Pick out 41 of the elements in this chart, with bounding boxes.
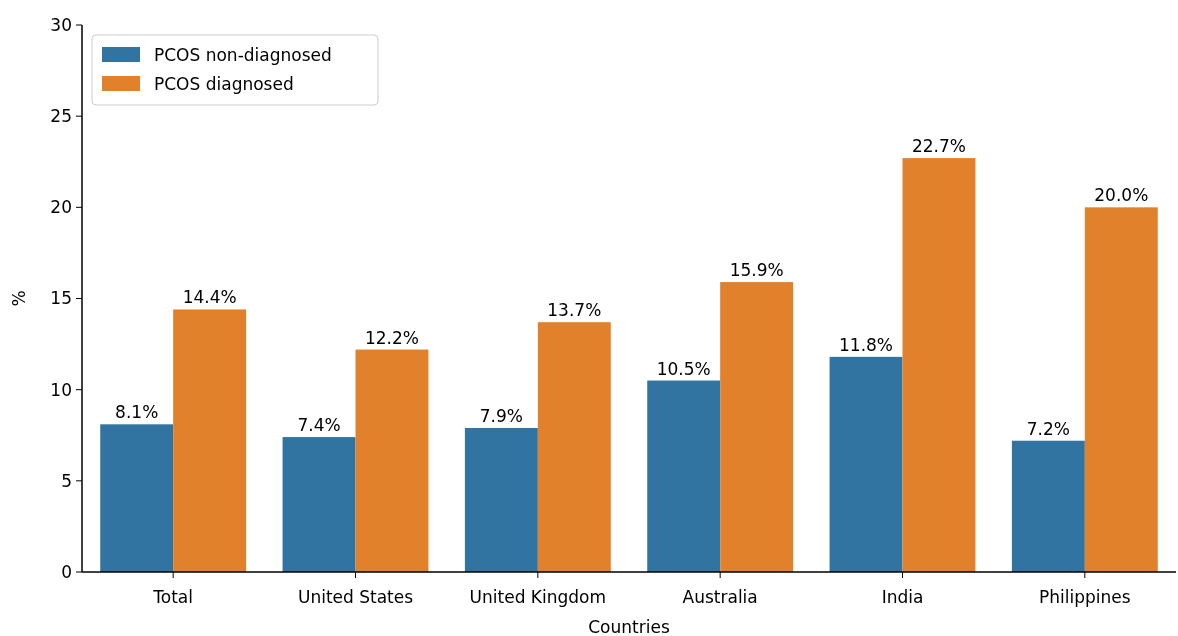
data-label: 7.9%	[479, 405, 523, 426]
bar	[537, 322, 611, 572]
y-tick-label: 30	[50, 14, 72, 35]
legend-label: PCOS non-diagnosed	[154, 44, 332, 65]
bar	[464, 427, 538, 572]
y-tick-label: 0	[61, 561, 72, 582]
data-label: 20.0%	[1094, 185, 1149, 206]
data-label: 11.8%	[839, 334, 894, 355]
x-tick-label: United Kingdom	[469, 587, 607, 607]
data-label: 14.4%	[182, 287, 237, 308]
data-label: 10.5%	[656, 358, 711, 379]
x-tick-label: India	[881, 587, 924, 607]
legend-label: PCOS diagnosed	[154, 73, 294, 94]
x-tick-label: United States	[297, 587, 414, 607]
x-tick-label: Australia	[682, 587, 758, 607]
y-tick-label: 20	[50, 197, 72, 218]
bar	[173, 309, 247, 572]
x-tick-label: Total	[152, 587, 194, 607]
data-label: 15.9%	[729, 260, 784, 281]
bar	[100, 424, 174, 572]
bar	[282, 437, 356, 572]
x-tick-label: Philippines	[1039, 587, 1131, 607]
y-tick-label: 15	[50, 288, 72, 309]
data-label: 12.2%	[364, 327, 419, 348]
bar	[720, 282, 794, 572]
data-label: 7.2%	[1026, 418, 1070, 439]
data-label: 13.7%	[547, 300, 602, 321]
data-label: 8.1%	[115, 402, 159, 423]
bar	[1084, 207, 1158, 572]
bar	[355, 349, 429, 572]
x-axis-title: Countries	[588, 617, 670, 636]
data-label: 7.4%	[297, 415, 341, 436]
bar	[902, 158, 976, 572]
data-label: 22.7%	[911, 136, 966, 157]
bar	[1011, 440, 1085, 572]
bar	[647, 380, 721, 572]
y-axis-title: %	[9, 290, 29, 307]
y-tick-label: 10	[50, 379, 72, 400]
y-tick-label: 5	[61, 470, 72, 491]
bar	[829, 356, 903, 572]
y-tick-label: 25	[50, 106, 72, 127]
